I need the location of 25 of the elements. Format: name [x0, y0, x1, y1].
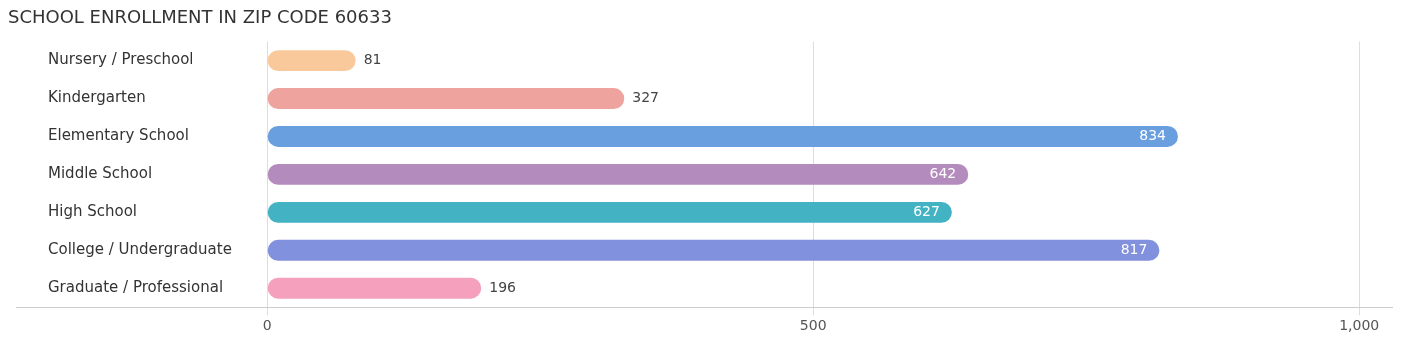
bar — [267, 277, 482, 299]
data-label: 627 — [913, 202, 940, 219]
x-tick-label: 1,000 — [1339, 317, 1380, 334]
y-tick-label: College / Undergraduate — [48, 240, 232, 259]
y-tick-label: Kindergarten — [48, 88, 146, 107]
data-label: 817 — [1120, 240, 1148, 257]
bar — [267, 50, 356, 72]
y-tick-label: Middle School — [48, 164, 153, 183]
y-tick-label: Elementary School — [48, 126, 189, 145]
bar — [267, 201, 952, 223]
bar — [267, 126, 1178, 147]
data-label: 81 — [363, 51, 382, 68]
data-label: 834 — [1139, 127, 1167, 144]
bar — [267, 88, 625, 109]
data-label: 327 — [632, 89, 660, 106]
data-label: 196 — [489, 278, 517, 295]
bar — [267, 163, 969, 185]
x-tick-label: 0 — [262, 317, 272, 334]
y-tick-label: High School — [48, 202, 138, 221]
bar — [267, 239, 1160, 261]
chart-title: SCHOOL ENROLLMENT IN ZIP CODE 60633 — [8, 6, 392, 28]
x-tick-label: 500 — [799, 317, 827, 334]
y-tick-label: Graduate / Professional — [48, 278, 224, 297]
data-label: 642 — [929, 165, 957, 182]
y-tick-label: Nursery / Preschool — [48, 50, 194, 69]
